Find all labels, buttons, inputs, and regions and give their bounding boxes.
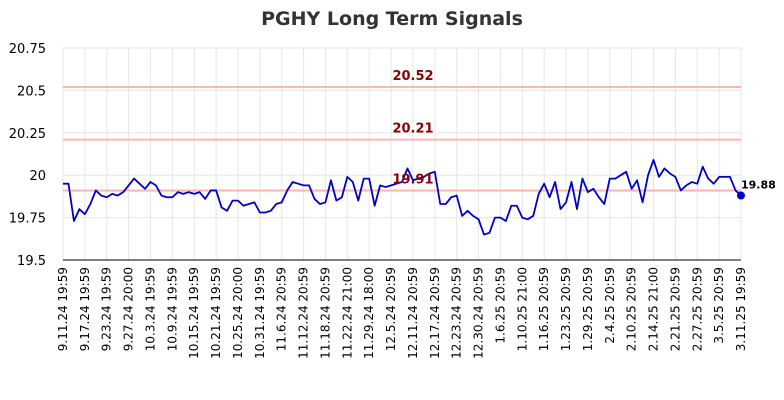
x-tick-label: 10.3.24 19:59 xyxy=(143,267,157,351)
x-tick-label: 11.6.24 20:59 xyxy=(275,267,289,351)
x-tick-label: 11.22.24 21:00 xyxy=(340,267,354,359)
x-tick-label: 12.17.24 20:59 xyxy=(428,267,442,359)
y-tick-label: 20.75 xyxy=(9,42,46,57)
x-tick-label: 1.10.25 21:00 xyxy=(515,267,529,351)
y-tick-label: 20.25 xyxy=(9,127,46,142)
x-tick-label: 11.18.24 20:59 xyxy=(318,267,332,359)
x-tick-label: 9.27.24 20:00 xyxy=(122,267,136,351)
x-tick-label: 2.10.25 20:59 xyxy=(625,267,639,351)
x-tick-label: 12.30.24 20:59 xyxy=(472,267,486,359)
labels: 20.52 20.21 19.91 19.88 xyxy=(392,69,775,192)
x-tick-label: 12.11.24 20:59 xyxy=(406,267,420,359)
x-tick-label: 12.23.24 20:59 xyxy=(450,267,464,359)
x-tick-label: 12.5.24 20:59 xyxy=(384,267,398,351)
axes: 19.5 19.75 20 20.25 20.5 20.75 9.11.24 19:59 9.… xyxy=(9,42,748,359)
y-tick-label: 19.75 xyxy=(9,212,46,227)
x-tick-label: 3.11.25 19:59 xyxy=(734,267,748,351)
x-tick-label: 11.29.24 18:00 xyxy=(362,267,376,359)
x-tick-label: 9.17.24 19:59 xyxy=(78,267,92,351)
reference-line-label: 19.91 xyxy=(392,172,433,187)
last-value-label: 19.88 xyxy=(741,179,776,192)
x-tick-label: 3.5.25 20:59 xyxy=(712,267,726,344)
reference-line-label: 20.21 xyxy=(392,122,433,137)
x-tick-label: 2.14.25 21:00 xyxy=(647,267,661,351)
x-tick-label: 10.25.24 20:00 xyxy=(231,267,245,359)
chart-title: PGHY Long Term Signals xyxy=(261,8,523,30)
series xyxy=(63,159,745,236)
x-tick-label: 2.21.25 20:59 xyxy=(668,267,682,351)
last-point-marker xyxy=(737,191,745,200)
x-tick-label: 10.15.24 19:59 xyxy=(187,267,201,359)
x-tick-label: 11.12.24 20:59 xyxy=(297,267,311,359)
x-tick-label: 10.9.24 19:59 xyxy=(165,267,179,351)
reference-line-label: 20.52 xyxy=(392,69,433,84)
x-tick-label: 9.11.24 19:59 xyxy=(56,267,70,351)
x-tick-label: 2.27.25 20:59 xyxy=(690,267,704,351)
x-tick-label: 1.16.25 20:59 xyxy=(537,267,551,351)
price-line xyxy=(63,159,742,236)
y-tick-label: 20.5 xyxy=(17,84,46,99)
x-tick-label: 9.23.24 19:59 xyxy=(100,267,114,351)
y-tick-label: 19.5 xyxy=(17,254,46,269)
y-tick-label: 20 xyxy=(29,169,46,184)
reference-lines xyxy=(63,86,741,192)
x-tick-label: 10.21.24 19:59 xyxy=(209,267,223,359)
grid xyxy=(62,47,742,261)
x-tick-label: 1.6.25 20:59 xyxy=(493,267,507,344)
x-tick-label: 2.4.25 20:59 xyxy=(603,267,617,344)
x-tick-label: 10.31.24 19:59 xyxy=(253,267,267,359)
x-tick-label: 1.23.25 20:59 xyxy=(559,267,573,351)
x-tick-label: 1.29.25 20:59 xyxy=(581,267,595,351)
